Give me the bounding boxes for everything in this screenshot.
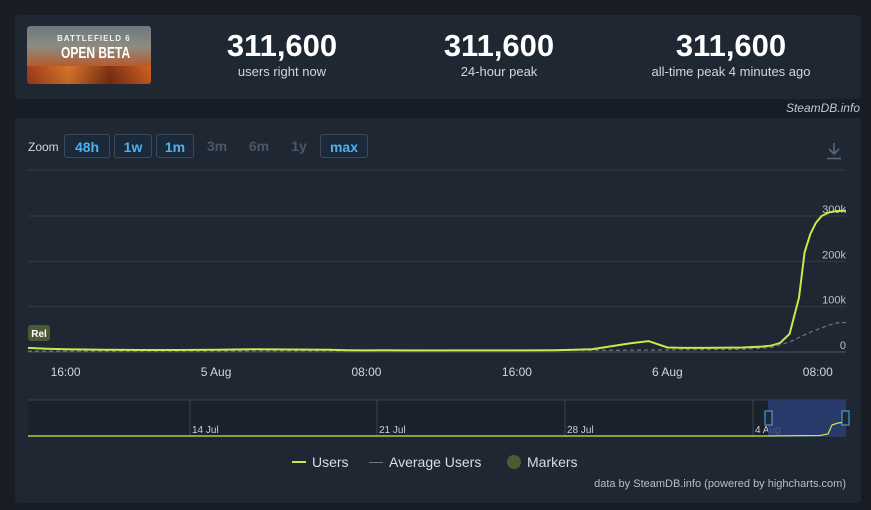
release-marker[interactable]: Rel [28,325,50,341]
stats-panel: BATTLEFIELD 6 OPEN BETA 311,600 users ri… [15,15,861,99]
zoom-1w-button[interactable]: 1w [114,134,152,158]
y-tick-label: 100k [822,295,846,307]
x-tick-label: 6 Aug [652,365,683,379]
thumbnail-logo-main: OPEN BETA [61,43,131,63]
stat-value: 311,600 [675,28,787,63]
navigator-label: 4 Aug [755,425,781,436]
chart-grid [28,169,846,353]
navigator-handle-left[interactable] [764,410,773,426]
download-icon[interactable] [826,142,842,160]
zoom-48h-button[interactable]: 48h [64,134,110,158]
y-tick-label: 0 [840,340,846,352]
navigator-label: 28 Jul [567,425,594,436]
stat-label: all-time peak 4 minutes ago [651,64,811,79]
series-line-users [27,209,847,352]
legend-average-swatch [369,461,383,463]
stat-label: users right now [237,64,327,79]
release-marker-label: Rel [31,329,47,340]
thumbnail-fire [27,66,151,84]
stat-24h-peak: 311,600 24-hour peak [389,28,609,80]
legend-average-users[interactable]: Average Users [369,454,481,470]
y-tick-label: 200k [822,249,846,261]
legend-users[interactable]: Users [292,454,349,470]
stat-label: 24-hour peak [460,64,538,79]
navigator-track [28,400,846,437]
legend-users-label: Users [312,454,349,470]
x-tick-label: 08:00 [803,365,833,379]
zoom-label: Zoom [28,140,59,154]
legend-markers-swatch [507,455,521,469]
release-marker-badge [28,325,50,341]
navigator-series-line [28,421,847,437]
thumbnail-logo-top: BATTLEFIELD 6 [57,34,131,43]
legend-users-swatch [292,461,306,463]
x-tick-label: 08:00 [351,365,381,379]
stat-value: 311,600 [226,28,338,63]
footer-credit[interactable]: data by SteamDB.info (powered by highcha… [594,478,846,490]
legend-markers-label: Markers [527,454,578,470]
game-thumbnail[interactable]: BATTLEFIELD 6 OPEN BETA [27,26,151,84]
zoom-6m-button[interactable]: 6m [248,138,270,154]
navigator[interactable]: 14 Jul 21 Jul 28 Jul 4 Aug [28,399,850,437]
navigator-label: 14 Jul [192,425,219,436]
zoom-1m-button[interactable]: 1m [156,134,194,158]
stat-all-time-peak: 311,600 all-time peak 4 minutes ago [621,28,841,80]
steamdb-credit[interactable]: SteamDB.info [785,101,860,115]
zoom-max-button[interactable]: max [320,134,368,158]
x-tick-label: 5 Aug [201,365,232,379]
x-tick-label: 16:00 [51,365,81,379]
zoom-3m-button[interactable]: 3m [206,138,228,154]
chart-panel [15,118,861,503]
stat-value: 311,600 [443,28,555,63]
zoom-1y-button[interactable]: 1y [291,138,307,154]
legend-markers[interactable]: Markers [507,454,578,470]
legend-average-label: Average Users [389,454,482,470]
navigator-label: 21 Jul [379,425,406,436]
navigator-selection[interactable] [768,400,846,437]
navigator-handle-right[interactable] [841,410,850,426]
x-tick-label: 16:00 [502,365,532,379]
stat-current-users: 311,600 users right now [172,28,392,80]
